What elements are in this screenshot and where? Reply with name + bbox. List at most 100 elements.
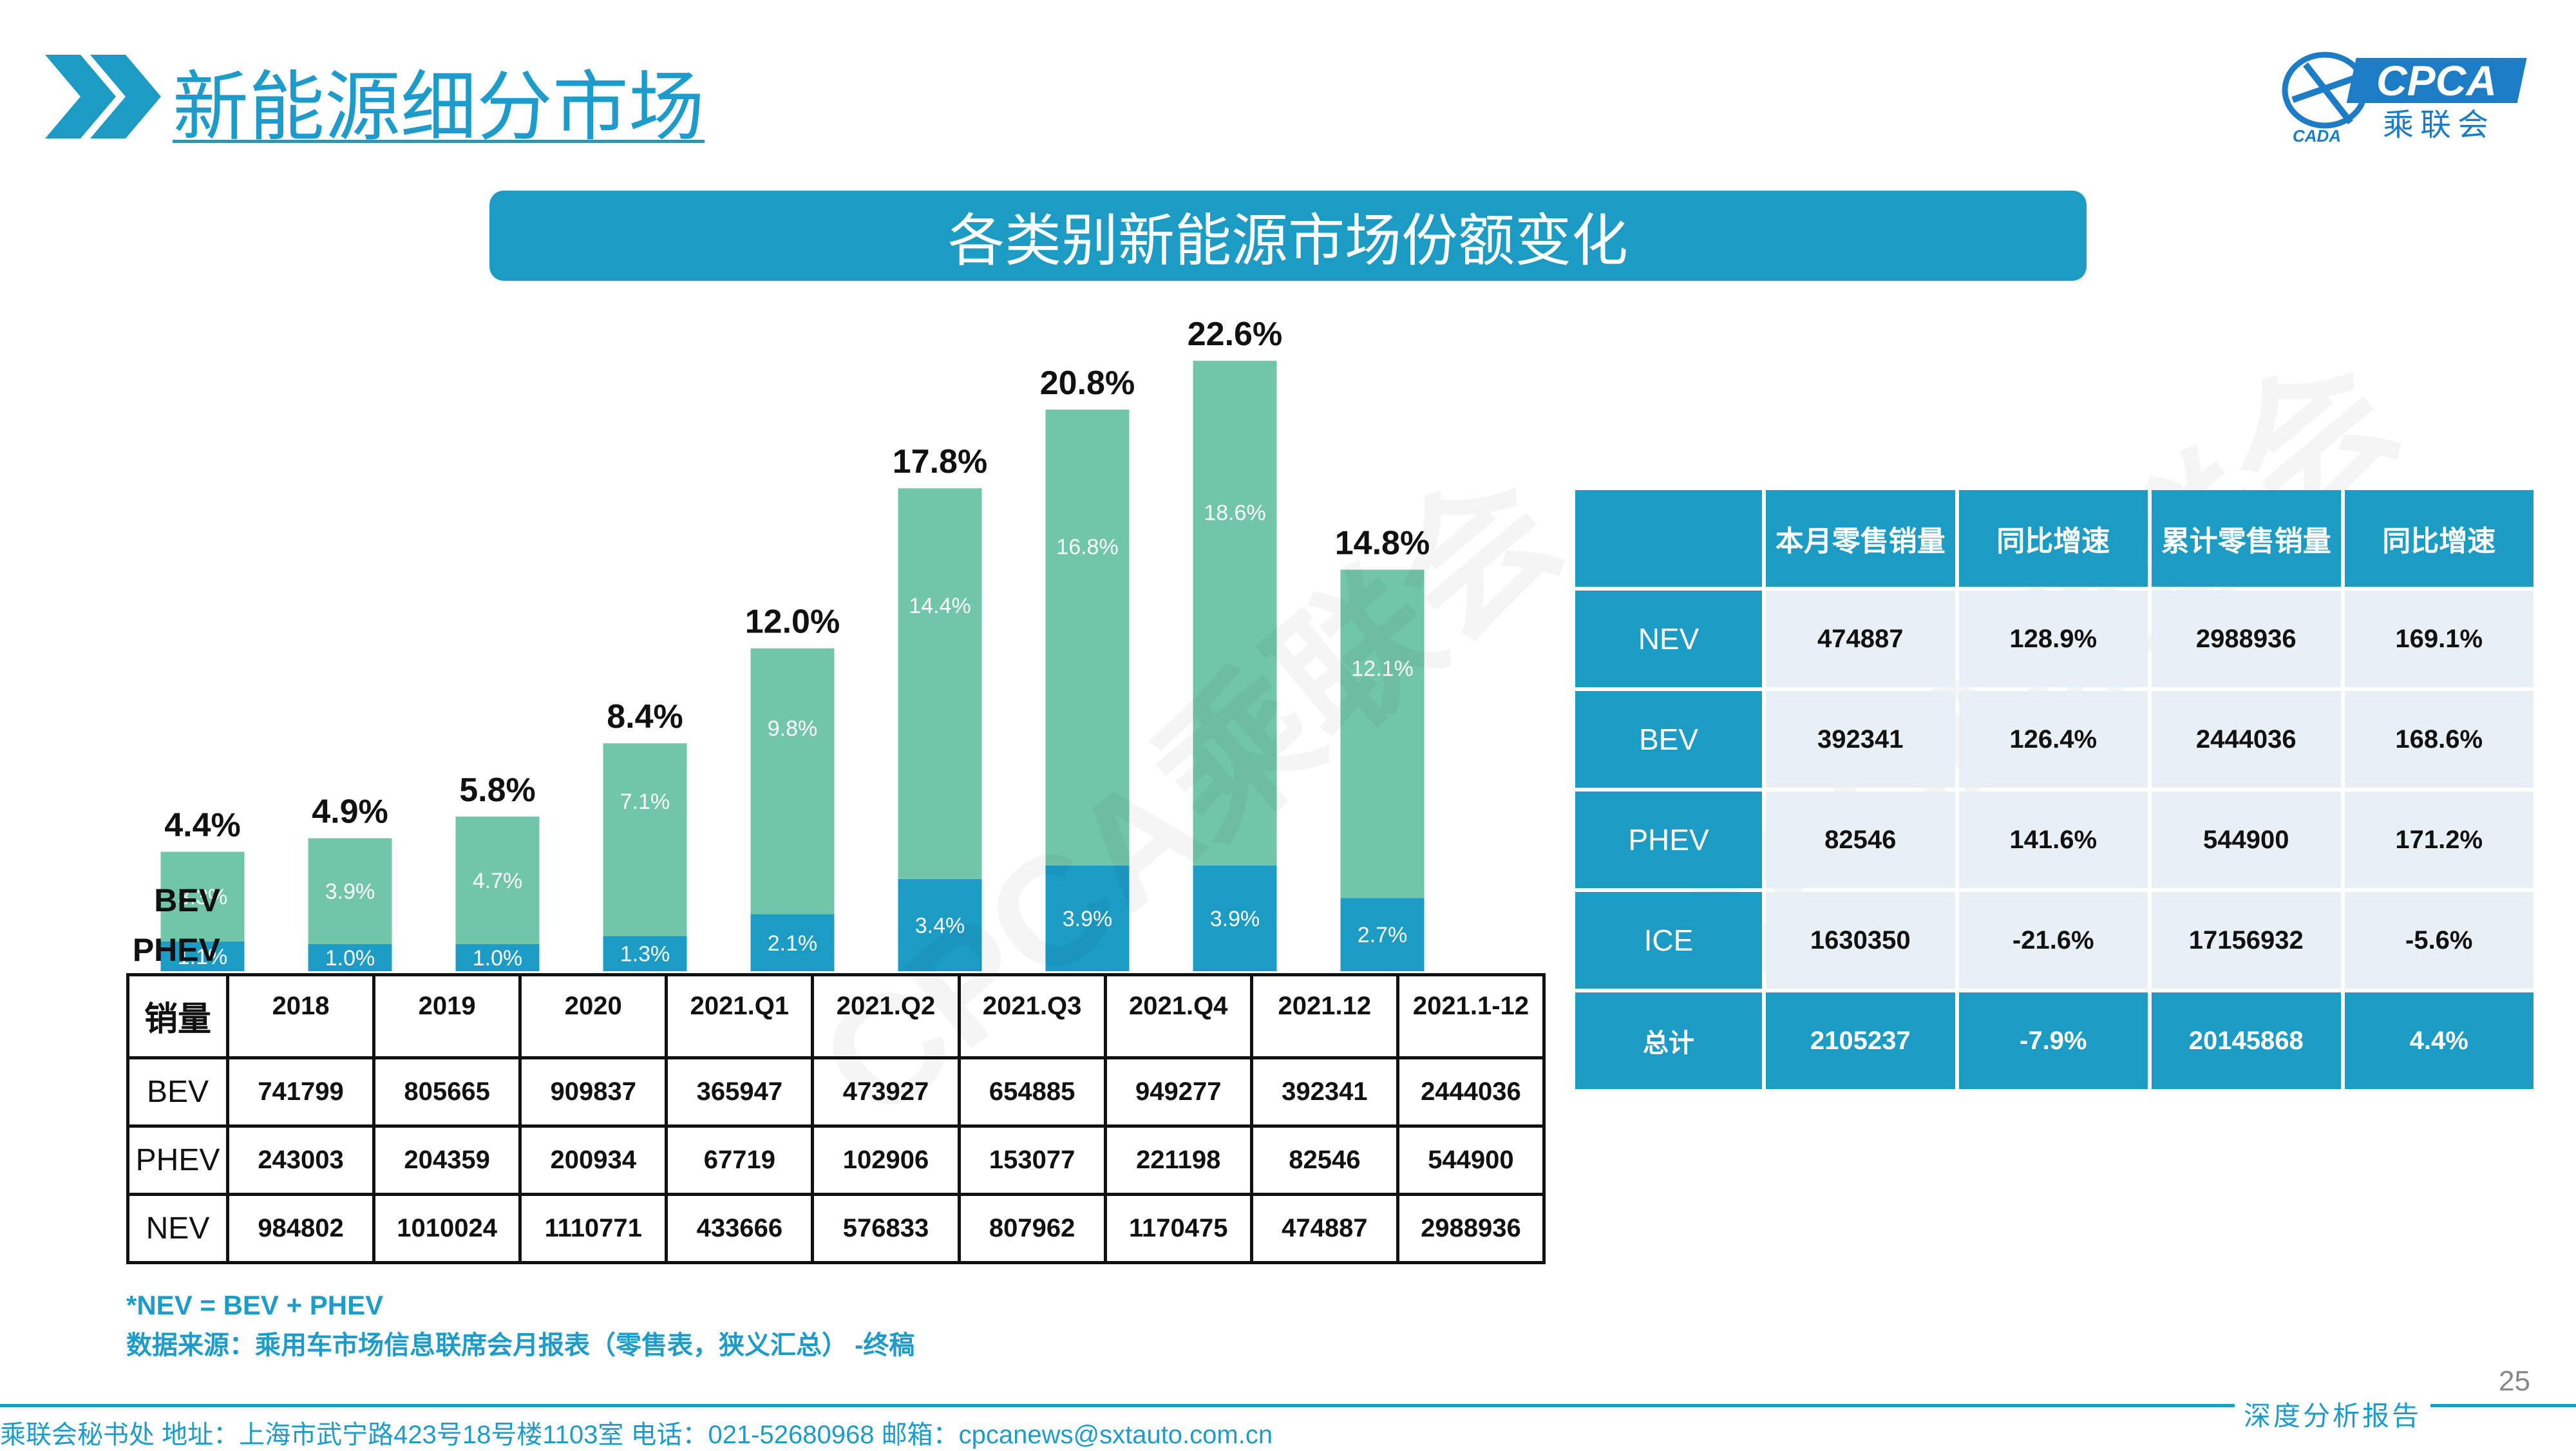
table-cell: 102906 [811,1124,961,1196]
label-bev-6: 16.8% [1056,535,1118,559]
column-header: 2021.Q1 [665,973,815,1059]
label-phev-6: 3.9% [1063,907,1113,931]
bar-phev-4 [750,914,835,971]
summary-column-header: 本月零售销量 [1766,490,1955,587]
summary-cell: 4.4% [2344,992,2533,1089]
summary-row: PHEV 82546 141.6% 544900 171.2% [1575,792,2533,888]
label-phev-7: 3.9% [1210,907,1260,931]
bar-bev-5 [898,488,982,879]
table-cell: 473927 [811,1056,961,1128]
summary-cell: 141.6% [1958,792,2148,888]
bar-bev-6 [1045,410,1130,866]
column-header: 2021.Q4 [1103,973,1253,1059]
summary-row: NEV 474887 128.9% 2988936 169.1% [1575,591,2533,687]
summary-cell: -7.9% [1958,992,2148,1089]
row-header: BEV [126,1056,229,1128]
summary-column-header: 同比增速 [1958,490,2148,587]
bar-bev-4 [750,648,835,915]
bar-phev-5 [898,878,982,971]
summary-column-header: 同比增速 [2344,490,2533,587]
label-total-6: 20.8% [1040,365,1135,402]
legend-phev: PHEV [133,932,221,968]
table-corner-label: 销量 [126,973,229,1059]
summary-cell: 392341 [1766,691,1955,788]
label-phev-1: 1.0% [325,946,375,971]
summary-cell: -21.6% [1958,892,2148,989]
summary-cell: 2444036 [2152,691,2341,788]
table-cell: 576833 [811,1193,961,1264]
table-cell: 153077 [957,1124,1107,1196]
summary-cell: 82546 [1766,792,1955,888]
label-phev-8: 2.7% [1358,923,1408,947]
summary-cell: 2988936 [2152,591,2341,687]
label-phev-5: 3.4% [915,913,965,938]
nev-definition-note: *NEV = BEV + PHEV [126,1290,384,1320]
svg-text:CPCA: CPCA [2376,57,2497,104]
table-cell: 805665 [372,1056,522,1128]
summary-column-header: 累计零售销量 [2152,490,2341,587]
summary-row-header: NEV [1575,591,1762,687]
label-total-7: 22.6% [1188,316,1282,353]
label-total-4: 12.0% [745,603,840,641]
table-cell: 433666 [665,1193,815,1264]
chart-bars: 1.1% 3.3% 4.4% 1.0% 3.9% 4.9% 1.0% 4.7% 5.8% 1.3%… [160,316,1430,971]
table-cell: 2988936 [1396,1193,1546,1264]
bar-phev-7 [1193,865,1277,971]
sales-volume-table: 销量 2018 2019 2020 2021.Q1 2021.Q2 2021.Q3 2021.… [126,973,1546,1264]
label-phev-3: 1.3% [620,942,670,967]
table-cell: 221198 [1103,1124,1253,1196]
label-total-0: 4.4% [164,807,241,844]
table-cell: 1170475 [1103,1193,1253,1264]
summary-row-header: BEV [1575,691,1762,788]
label-bev-7: 18.6% [1204,500,1265,525]
label-bev-0: 3.3% [178,885,228,909]
label-bev-4: 9.8% [768,717,818,741]
table-cell: 200934 [518,1124,668,1196]
data-source-note: 数据来源：乘用车市场信息联席会月报表（零售表，狭义汇总） -终稿 [126,1331,915,1360]
svg-text:乘联会: 乘联会 [2383,107,2495,143]
bar-phev-8 [1340,898,1425,971]
chart-banner-title: 各类别新能源市场份额变化 [489,191,2087,281]
label-total-5: 17.8% [893,443,987,480]
footer-contact: 乘联会秘书处 地址：上海市武宁路423号18号楼1103室 电话：021-526… [0,1421,1273,1449]
bar-phev-2 [455,944,540,971]
summary-cell: 169.1% [2344,591,2533,687]
bar-bev-8 [1340,569,1425,898]
label-total-2: 5.8% [459,772,536,809]
summary-cell: 171.2% [2344,792,2533,888]
table-cell: 909837 [518,1056,668,1128]
svg-text:CADA: CADA [2293,126,2341,146]
column-header: 2021.12 [1249,973,1399,1059]
cpca-logo: CADA CPCA 乘联会 [2282,52,2527,146]
column-header: 2021.Q3 [957,973,1107,1059]
bar-bev-0 [160,851,245,942]
label-phev-2: 1.0% [473,946,523,971]
summary-cell: 17156932 [2152,892,2341,989]
table-cell: 984802 [225,1193,376,1264]
table-cell: 654885 [957,1056,1107,1128]
table-cell: 1010024 [372,1193,522,1264]
table-cell: 544900 [1396,1124,1546,1196]
summary-cell: 544900 [2152,792,2341,888]
summary-column-header [1575,490,1762,587]
table-cell: 949277 [1103,1056,1253,1128]
table-cell: 807962 [957,1193,1107,1264]
summary-total-row: 总计 2105237 -7.9% 20145868 4.4% [1575,992,2533,1089]
column-header: 2018 [225,973,376,1059]
chevron-arrows-icon [45,55,161,138]
summary-cell: 128.9% [1958,591,2148,687]
page-title: 新能源细分市场 [173,65,705,150]
label-total-1: 4.9% [312,793,388,831]
table-cell: 474887 [1249,1193,1399,1264]
table-cell: 365947 [665,1056,815,1128]
summary-cell: 2105237 [1766,992,1955,1089]
summary-cell: 168.6% [2344,691,2533,788]
column-header: 2021.Q2 [811,973,961,1059]
bar-bev-2 [455,816,540,944]
retail-summary-table: 本月零售销量 同比增速 累计零售销量 同比增速 NEV 474887 128.9% 29889… [1571,486,2537,1093]
label-bev-1: 3.9% [325,880,375,904]
summary-row-header: ICE [1575,892,1762,989]
summary-cell: 474887 [1766,591,1955,687]
bar-phev-1 [308,944,392,971]
table-cell: 243003 [225,1124,376,1196]
